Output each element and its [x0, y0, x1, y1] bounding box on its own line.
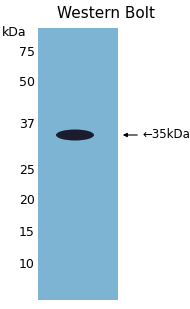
Text: 50: 50: [19, 75, 35, 88]
Ellipse shape: [56, 129, 94, 141]
Text: 25: 25: [19, 163, 35, 176]
Text: ←35kDa: ←35kDa: [142, 129, 190, 142]
Text: 10: 10: [19, 259, 35, 272]
Text: 75: 75: [19, 45, 35, 58]
Text: 20: 20: [19, 193, 35, 206]
Text: 15: 15: [19, 226, 35, 239]
Text: Western Bolt: Western Bolt: [57, 6, 155, 22]
Bar: [38, 28, 118, 300]
Text: kDa: kDa: [2, 27, 27, 40]
Text: 37: 37: [19, 118, 35, 132]
